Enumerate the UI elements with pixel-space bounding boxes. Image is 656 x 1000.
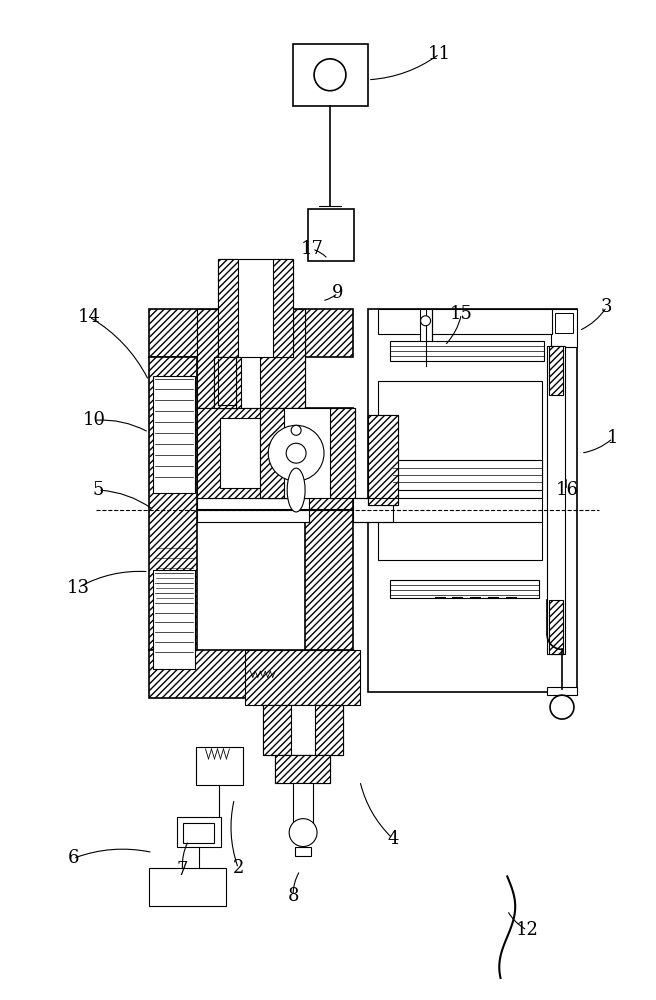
Circle shape — [268, 425, 324, 481]
Bar — [215, 357, 236, 408]
Bar — [274, 259, 293, 357]
Bar — [276, 755, 330, 783]
Text: 12: 12 — [516, 921, 539, 939]
Text: 8: 8 — [287, 887, 299, 905]
Bar — [245, 650, 360, 705]
Bar — [330, 408, 355, 498]
Bar — [260, 309, 305, 408]
Bar — [182, 823, 215, 843]
Bar — [549, 600, 563, 654]
Bar — [153, 570, 195, 669]
Circle shape — [291, 425, 301, 435]
Bar — [420, 309, 432, 349]
Circle shape — [420, 316, 430, 326]
Bar — [378, 309, 552, 334]
Bar — [149, 650, 353, 698]
Bar — [197, 309, 241, 408]
Text: 6: 6 — [68, 849, 79, 867]
Bar — [293, 44, 368, 106]
Bar — [218, 259, 238, 357]
Bar — [197, 498, 309, 522]
Bar — [368, 309, 577, 692]
Text: 10: 10 — [83, 411, 106, 429]
Bar — [195, 747, 243, 785]
Bar — [551, 309, 577, 347]
Bar — [263, 705, 343, 755]
Bar — [305, 408, 353, 650]
Bar — [293, 783, 313, 833]
Bar — [260, 408, 355, 498]
Text: 15: 15 — [450, 305, 473, 323]
Bar — [149, 357, 197, 650]
Bar — [390, 580, 539, 598]
Text: 14: 14 — [77, 308, 100, 326]
Text: 16: 16 — [556, 481, 579, 499]
Text: 7: 7 — [177, 861, 188, 879]
Bar — [260, 408, 284, 498]
Text: 9: 9 — [332, 284, 344, 302]
Bar — [393, 460, 542, 490]
Bar — [295, 847, 311, 856]
Circle shape — [286, 443, 306, 463]
Bar — [390, 341, 544, 361]
Text: 1: 1 — [607, 429, 619, 447]
Bar — [218, 259, 293, 357]
Bar — [315, 705, 343, 755]
Bar — [197, 408, 306, 498]
Text: 17: 17 — [300, 240, 323, 258]
Bar — [153, 376, 195, 493]
Text: 13: 13 — [66, 579, 90, 597]
Bar — [197, 309, 305, 408]
Circle shape — [289, 819, 317, 847]
Bar — [176, 817, 222, 847]
Bar — [220, 418, 285, 488]
Bar — [368, 415, 398, 505]
Text: 2: 2 — [233, 859, 244, 877]
Bar — [308, 209, 354, 261]
Bar — [549, 346, 563, 395]
Bar — [353, 498, 393, 522]
Text: 5: 5 — [92, 481, 104, 499]
Text: 11: 11 — [428, 45, 451, 63]
Bar — [263, 705, 291, 755]
Text: 4: 4 — [387, 830, 398, 848]
Circle shape — [314, 59, 346, 91]
Bar — [276, 755, 330, 783]
Bar — [547, 346, 565, 654]
Circle shape — [550, 695, 574, 719]
Bar — [215, 357, 236, 408]
Ellipse shape — [287, 468, 305, 512]
Bar — [149, 309, 353, 357]
Text: 3: 3 — [601, 298, 613, 316]
Bar — [149, 868, 226, 906]
Bar — [368, 415, 398, 505]
Bar — [378, 381, 542, 560]
Bar — [555, 313, 573, 333]
Bar — [547, 687, 577, 695]
